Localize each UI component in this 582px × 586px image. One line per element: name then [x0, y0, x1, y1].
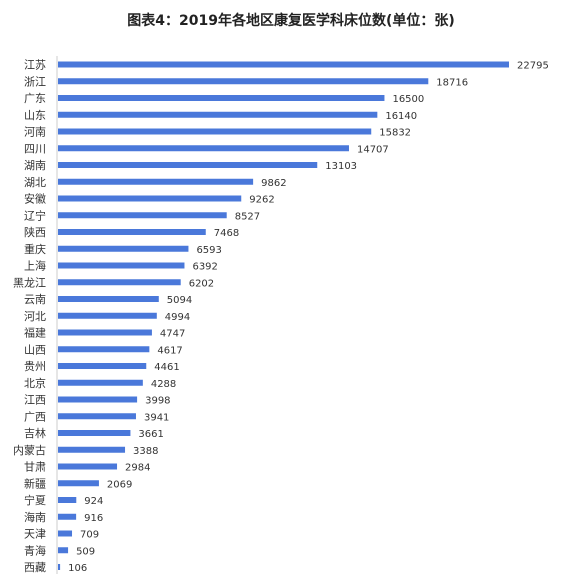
- bar: [58, 212, 227, 219]
- category-label: 辽宁: [24, 208, 46, 222]
- category-label: 湖南: [24, 159, 46, 172]
- bar: [58, 145, 349, 152]
- category-label: 贵州: [24, 360, 46, 373]
- value-label: 3941: [144, 412, 169, 423]
- value-label: 106: [68, 563, 87, 574]
- category-label: 福建: [24, 326, 46, 340]
- value-label: 6593: [196, 245, 221, 256]
- value-label: 3998: [145, 396, 170, 407]
- category-label: 内蒙古: [13, 443, 46, 457]
- value-label: 15832: [379, 128, 411, 139]
- bar: [58, 279, 181, 286]
- category-label: 河北: [24, 310, 46, 323]
- value-label: 5094: [167, 295, 192, 306]
- value-label: 18716: [436, 77, 468, 88]
- bar: [58, 346, 150, 353]
- bar: [58, 195, 242, 202]
- value-label: 9862: [261, 178, 286, 189]
- value-label: 16140: [385, 111, 417, 122]
- value-label: 14707: [357, 144, 389, 155]
- category-label: 新疆: [24, 476, 46, 490]
- category-label: 黑龙江: [13, 276, 46, 289]
- category-label: 海南: [24, 510, 46, 524]
- category-label: 江西: [24, 394, 46, 407]
- bar: [58, 446, 126, 453]
- bar: [58, 513, 77, 520]
- category-label: 湖北: [24, 176, 46, 189]
- category-label: 广西: [24, 410, 46, 423]
- bar: [58, 61, 509, 68]
- value-label: 509: [76, 546, 95, 557]
- bar: [58, 162, 318, 168]
- value-label: 924: [84, 496, 103, 507]
- category-label: 陕西: [24, 225, 46, 239]
- bar: [58, 530, 73, 537]
- value-label: 4617: [157, 345, 182, 356]
- category-label: 甘肃: [24, 461, 46, 474]
- bar: [58, 430, 131, 436]
- bar: [58, 547, 69, 554]
- category-label: 江苏: [24, 59, 46, 72]
- category-label: 山东: [24, 109, 46, 122]
- bar: [58, 379, 143, 386]
- bar: [58, 497, 77, 503]
- value-label: 8527: [235, 211, 260, 222]
- bar: [58, 363, 147, 369]
- bar: [58, 463, 118, 470]
- value-label: 3661: [138, 429, 163, 440]
- category-label: 安徽: [24, 192, 46, 206]
- bar: [58, 262, 185, 269]
- category-label: 河南: [24, 126, 46, 139]
- category-label: 天津: [24, 528, 46, 541]
- value-label: 4288: [151, 379, 176, 390]
- value-label: 22795: [517, 61, 549, 72]
- bar: [58, 128, 372, 135]
- category-label: 西藏: [24, 561, 46, 574]
- category-label: 广东: [24, 92, 46, 105]
- bar: [58, 329, 152, 336]
- bar: [58, 296, 159, 302]
- category-label: 重庆: [24, 242, 46, 256]
- value-label: 2984: [125, 463, 150, 474]
- value-label: 4461: [154, 362, 179, 373]
- category-label: 青海: [24, 543, 46, 557]
- bar: [58, 413, 136, 420]
- category-label: 山西: [24, 343, 46, 356]
- value-label: 4747: [160, 329, 185, 340]
- value-label: 13103: [325, 161, 357, 172]
- value-label: 6202: [189, 278, 214, 289]
- bars-group: 江苏 22795 浙江 18716 广东 16500 山东 16140 河南 15832 四川 147…: [13, 59, 549, 575]
- bar: [58, 111, 378, 118]
- bar: [58, 229, 206, 235]
- category-label: 宁夏: [24, 493, 46, 507]
- bar: [58, 178, 254, 185]
- category-label: 吉林: [24, 426, 46, 440]
- category-label: 浙江: [24, 75, 46, 88]
- value-label: 709: [80, 530, 99, 541]
- value-label: 3388: [133, 446, 158, 457]
- bar: [58, 312, 157, 319]
- value-label: 2069: [107, 479, 132, 490]
- category-label: 云南: [24, 293, 46, 306]
- bar: [58, 78, 429, 85]
- value-label: 4994: [165, 312, 190, 323]
- value-label: 7468: [214, 228, 239, 239]
- bar: [58, 245, 189, 252]
- category-label: 北京: [24, 376, 46, 390]
- chart-title: 图表4：2019年各地区康复医学科床位数(单位：张): [127, 13, 455, 29]
- bar: [58, 95, 385, 101]
- bar: [58, 396, 138, 403]
- bar: [58, 480, 99, 487]
- category-label: 上海: [24, 259, 46, 273]
- value-label: 916: [84, 513, 103, 524]
- value-label: 6392: [192, 262, 217, 273]
- category-label: 四川: [24, 142, 46, 155]
- bar: [58, 564, 61, 570]
- value-label: 9262: [249, 195, 274, 206]
- value-label: 16500: [392, 94, 424, 105]
